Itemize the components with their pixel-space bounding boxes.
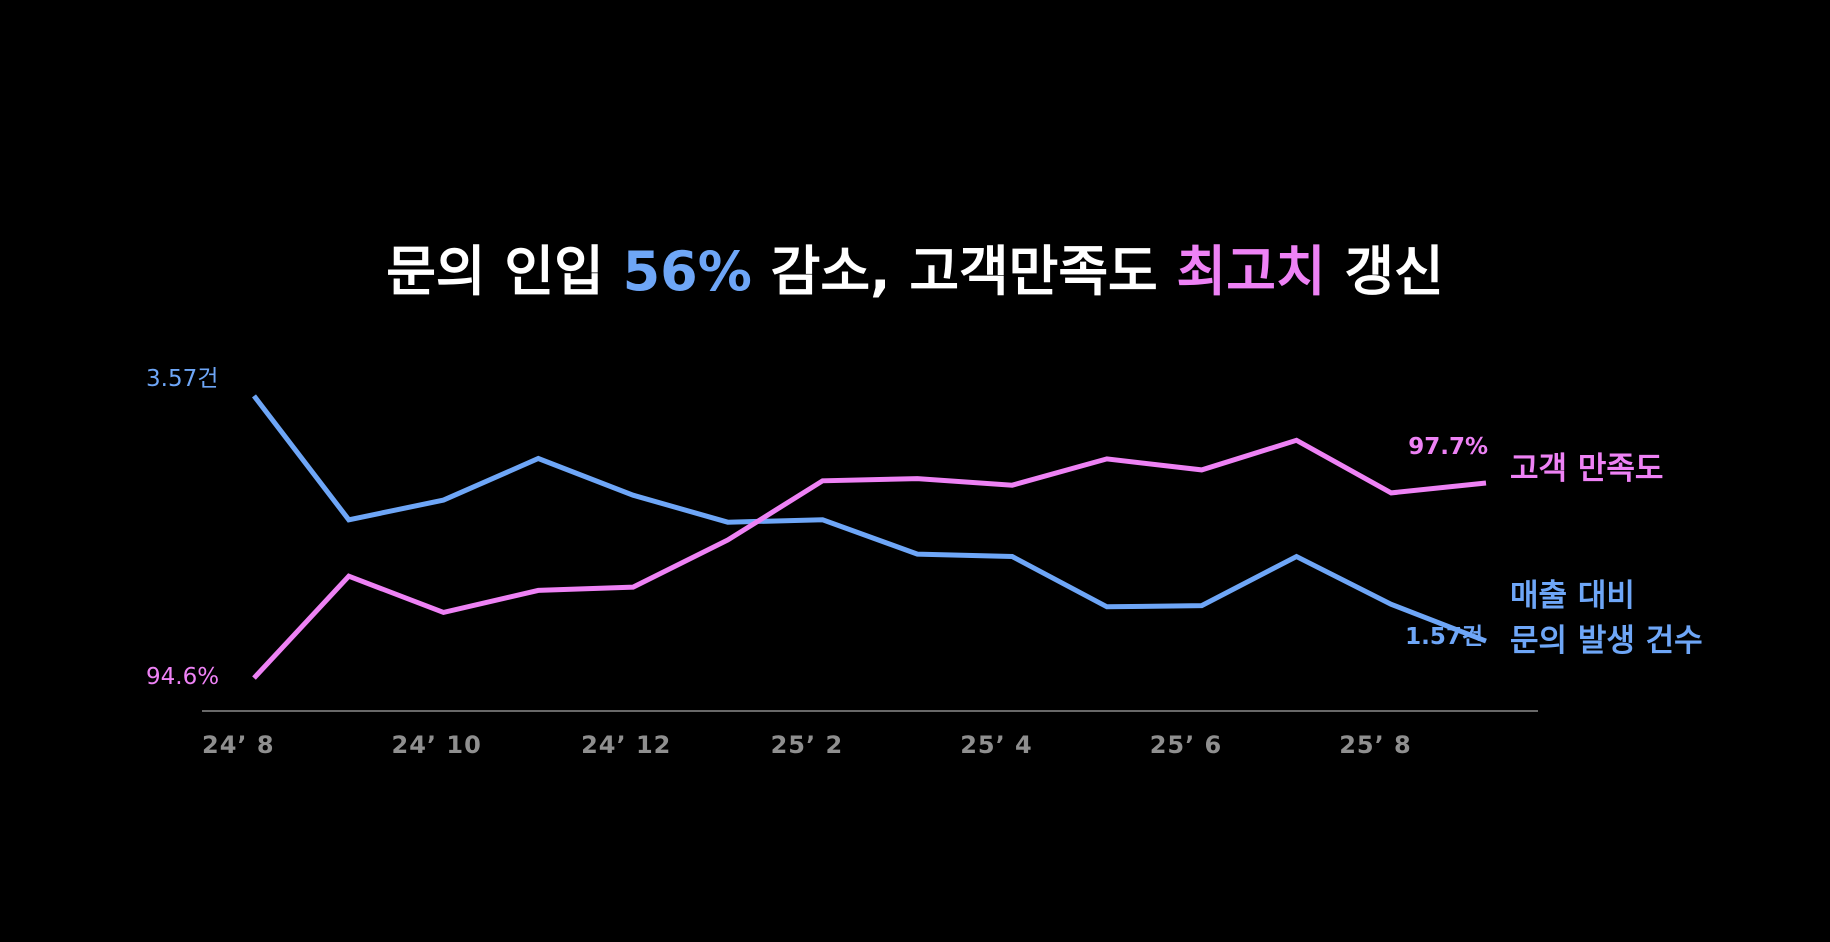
x-tick-label: 25’ 4 [960,731,1033,759]
x-tick-label: 25’ 8 [1339,731,1412,759]
x-tick-label: 25’ 2 [771,731,844,759]
x-tick-label: 24’ 8 [202,731,275,759]
title-part-3: 갱신 [1326,240,1444,303]
title-highlight-decrease: 56% [623,240,752,303]
x-tick-label: 24’ 12 [581,731,671,759]
title-highlight-record: 최고치 [1177,240,1326,303]
series-line-satisfaction [252,437,1487,680]
x-axis-tick-labels: 24’ 8 24’ 10 24’ 12 25’ 2 25’ 4 25’ 6 25’ 8 [202,731,1412,759]
inquiry-end-label: 1.57건 [1405,624,1483,650]
series-line-inquiry [252,394,1487,644]
inquiry-start-label: 3.57건 [146,366,218,392]
series-name-inquiry-line-1: 매출 대비 [1510,578,1635,614]
satisfaction-start-label: 94.6% [146,664,219,690]
series-name-inquiry-line-2: 문의 발생 건수 [1510,623,1703,659]
satisfaction-end-label: 97.7% [1408,434,1488,460]
title-part-1: 문의 인입 [386,240,622,303]
x-tick-label: 25’ 6 [1150,731,1223,759]
series-name-satisfaction: 고객 만족도 [1510,451,1663,487]
chart-title: 문의 인입 56% 감소, 고객만족도 최고치 갱신 [386,240,1444,303]
x-tick-label: 24’ 10 [392,731,482,759]
title-part-2: 감소, 고객만족도 [752,240,1177,303]
